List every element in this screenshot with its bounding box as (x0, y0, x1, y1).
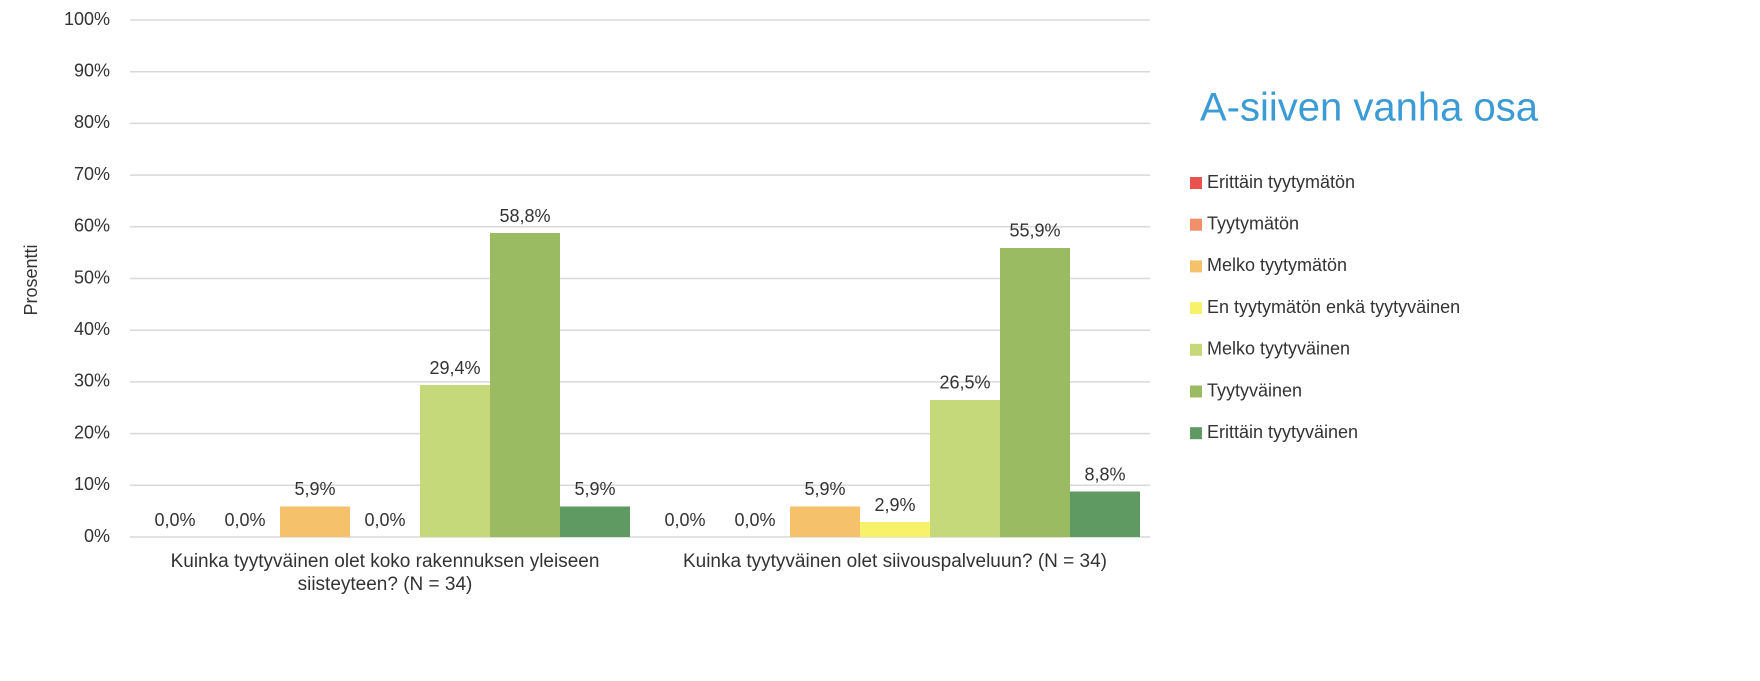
data-label: 5,9% (294, 479, 335, 499)
y-tick-label: 80% (74, 112, 110, 132)
chart-title: A-siiven vanha osa (1200, 86, 1539, 130)
legend-label: Tyytyväinen (1207, 380, 1302, 400)
data-label: 0,0% (224, 510, 265, 530)
legend-swatch (1190, 218, 1202, 231)
data-label: 26,5% (939, 373, 990, 393)
x-tick-label: Kuinka tyytyväinen olet koko rakennuksen… (170, 551, 600, 595)
data-label: 29,4% (429, 358, 480, 378)
x-tick-label-box: Kuinka tyytyväinen olet koko rakennuksen… (170, 551, 600, 595)
data-label: 58,8% (499, 206, 550, 226)
legend-swatch (1190, 260, 1202, 273)
data-label: 0,0% (364, 510, 405, 530)
y-tick-label: 90% (74, 60, 110, 80)
legend-label: En tyytymätön enkä tyytyväinen (1207, 297, 1460, 317)
bar (560, 506, 630, 537)
data-label: 55,9% (1009, 221, 1060, 241)
bar (280, 506, 350, 537)
y-tick-label: 100% (64, 9, 110, 29)
legend-swatch (1190, 343, 1202, 356)
y-tick-label: 20% (74, 422, 110, 442)
y-tick-label: 60% (74, 216, 110, 236)
bar (930, 399, 1000, 537)
data-label: 2,9% (874, 495, 915, 515)
legend-label: Melko tyytyväinen (1207, 339, 1350, 359)
legend-swatch (1190, 385, 1202, 398)
x-tick-label: Kuinka tyytyväinen olet siivouspalveluun… (682, 551, 1108, 572)
legend-label: Erittäin tyytyväinen (1207, 422, 1358, 442)
bar (490, 233, 560, 537)
legend-swatch (1190, 177, 1202, 189)
bar (1070, 491, 1140, 537)
bar (1000, 247, 1070, 537)
data-label: 8,8% (1084, 464, 1125, 484)
data-label: 5,9% (804, 479, 845, 499)
legend-label: Tyytymätön (1207, 213, 1299, 233)
y-tick-label: 10% (74, 474, 110, 494)
y-tick-label: 40% (74, 319, 110, 339)
data-label: 5,9% (574, 479, 615, 499)
x-tick-label-box: Kuinka tyytyväinen olet siivouspalveluun… (682, 551, 1108, 572)
data-label: 0,0% (664, 510, 705, 530)
legend-label: Melko tyytymätön (1207, 255, 1347, 275)
y-tick-label: 50% (74, 267, 110, 287)
bar (860, 522, 930, 537)
data-label: 0,0% (154, 510, 195, 530)
y-tick-label: 30% (74, 371, 110, 391)
legend-swatch (1190, 302, 1202, 315)
y-tick-label: 70% (74, 164, 110, 184)
legend-label: Erittäin tyytymätön (1207, 172, 1355, 192)
y-tick-label: 0% (84, 526, 110, 546)
bar (420, 385, 490, 537)
data-label: 0,0% (734, 510, 775, 530)
legend-swatch (1190, 427, 1202, 440)
bar (790, 506, 860, 537)
y-axis-label: Prosentti (21, 244, 41, 315)
